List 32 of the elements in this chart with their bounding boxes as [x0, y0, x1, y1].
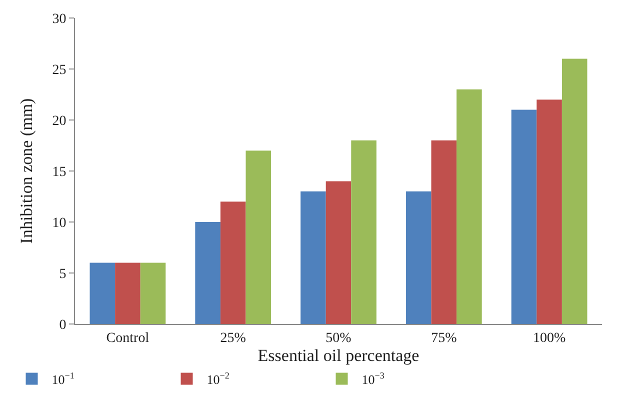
y-tick-label: 5 — [59, 266, 66, 282]
bar — [511, 110, 537, 324]
x-tick-label: 75% — [431, 330, 458, 346]
bar — [406, 191, 432, 324]
y-tick-label: 20 — [52, 114, 66, 129]
y-tick-label: 0 — [59, 318, 66, 333]
x-tick-label: Control — [106, 330, 150, 346]
y-axis-title: Inhibition zone (mm) — [16, 98, 36, 244]
legend-label: 10$^{−1}$ — [52, 370, 74, 387]
bar — [115, 262, 140, 324]
bar — [326, 181, 352, 324]
legend-label: 10$^{−2}$ — [206, 370, 230, 387]
x-tick-label: 25% — [220, 330, 246, 346]
y-tick-label: 10 — [52, 216, 66, 231]
bar — [456, 89, 482, 324]
bar — [562, 58, 588, 324]
legend-label: 10$^{−3}$ — [362, 370, 385, 387]
y-tick-label: 30 — [52, 12, 66, 27]
bar — [246, 150, 272, 324]
bar — [300, 191, 326, 324]
x-tick-label: 100% — [532, 330, 566, 346]
bar — [431, 140, 457, 324]
bar — [220, 202, 246, 324]
bar — [536, 100, 562, 324]
bar — [90, 262, 116, 324]
x-axis-title: Essential oil percentage — [258, 346, 420, 366]
x-tick-label: 50% — [326, 330, 352, 346]
bar — [140, 262, 166, 324]
y-tick-label: 15 — [52, 164, 66, 180]
bar — [351, 140, 376, 324]
bar — [195, 222, 220, 324]
y-tick-label: 25 — [52, 62, 66, 78]
